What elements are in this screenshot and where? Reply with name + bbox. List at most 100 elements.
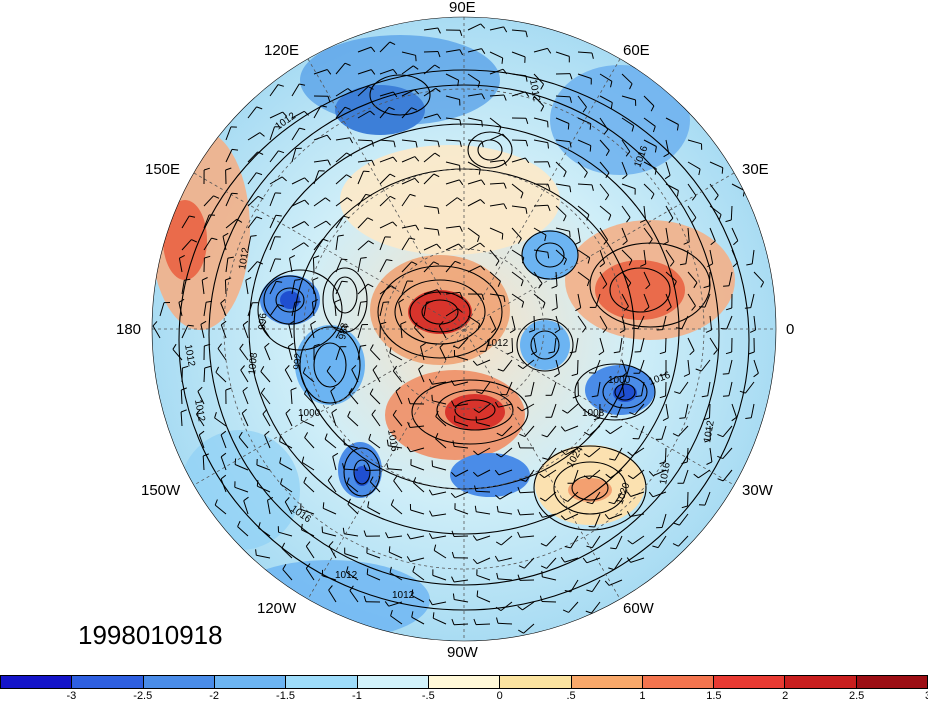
wind-barb-flag bbox=[564, 590, 571, 593]
wind-barb-flag bbox=[707, 263, 713, 268]
wind-barb bbox=[731, 249, 739, 264]
wind-barb-flag bbox=[733, 240, 739, 246]
wind-barb bbox=[401, 139, 416, 143]
wind-barb-flag bbox=[725, 219, 732, 223]
wind-barb bbox=[621, 183, 636, 190]
wind-barb-flag bbox=[407, 397, 411, 404]
wind-barb-flag bbox=[436, 289, 442, 295]
colorbar-tick-label: -2 bbox=[209, 690, 220, 702]
wind-barb-flag bbox=[280, 478, 283, 485]
wind-barb-flag bbox=[220, 298, 226, 304]
map-border bbox=[151, 16, 777, 642]
wind-barb bbox=[489, 293, 504, 297]
wind-barb-flag bbox=[626, 557, 632, 563]
colorbar-tick-label: -.5 bbox=[421, 690, 435, 702]
wind-barb bbox=[665, 161, 671, 176]
wind-barb-flag bbox=[303, 242, 309, 247]
wind-barb bbox=[708, 271, 711, 287]
wind-barb bbox=[313, 220, 327, 229]
wind-barb bbox=[709, 337, 718, 351]
wind-barb-flag bbox=[347, 410, 351, 417]
wind-barb-flag bbox=[481, 48, 486, 54]
wind-barb bbox=[621, 117, 634, 127]
wind-barb bbox=[506, 381, 513, 396]
wind-barb-flag bbox=[179, 254, 185, 259]
wind-barb bbox=[357, 194, 367, 207]
wind-barb-flag bbox=[459, 226, 463, 232]
wind-barb bbox=[599, 183, 610, 196]
wind-barb bbox=[665, 337, 667, 353]
wind-barb-flag bbox=[368, 86, 374, 90]
wind-barb-flag bbox=[367, 283, 374, 288]
wind-barb-flag bbox=[629, 411, 636, 416]
wind-barb-flag bbox=[681, 461, 688, 465]
wind-barb bbox=[423, 227, 438, 231]
wind-barb bbox=[687, 293, 696, 307]
wind-barb bbox=[369, 481, 381, 493]
wind-barb bbox=[544, 491, 557, 502]
wind-barb bbox=[577, 73, 592, 79]
wind-barb bbox=[489, 182, 505, 185]
contour-label: 1012 bbox=[527, 79, 542, 103]
wind-barb bbox=[546, 557, 557, 569]
wind-barb bbox=[291, 110, 305, 119]
wind-barb bbox=[379, 302, 384, 317]
wind-barb-flag bbox=[691, 195, 697, 201]
wind-barb-flag bbox=[457, 308, 463, 313]
wind-barb-flag bbox=[406, 446, 411, 453]
contour-label: 1012 bbox=[392, 590, 415, 601]
wind-barb bbox=[220, 478, 227, 493]
wind-barb-flag bbox=[563, 215, 567, 222]
wind-barb bbox=[328, 545, 337, 559]
colorbar-tick-label: -1.5 bbox=[276, 690, 296, 702]
wind-barb bbox=[731, 227, 739, 241]
wind-barb-flag bbox=[496, 505, 499, 512]
wind-barb-flag bbox=[200, 320, 207, 325]
wind-barb-flag bbox=[701, 395, 708, 398]
wind-barb-flag bbox=[301, 456, 305, 463]
wind-barb bbox=[555, 95, 571, 98]
wind-barb bbox=[542, 576, 557, 581]
wind-barb-flag bbox=[675, 327, 682, 330]
wind-barb bbox=[392, 370, 403, 383]
wind-barb-flag bbox=[267, 496, 274, 501]
wind-barb bbox=[401, 237, 410, 251]
wind-barb-flag bbox=[569, 96, 572, 103]
wind-barb bbox=[498, 511, 513, 515]
wind-barb-flag bbox=[328, 541, 334, 547]
colorbar-segment bbox=[214, 676, 287, 688]
wind-barb bbox=[366, 573, 381, 581]
wind-barb bbox=[392, 414, 403, 427]
wind-barb bbox=[304, 437, 315, 449]
wind-barb-flag bbox=[518, 629, 524, 634]
wind-barb bbox=[698, 469, 711, 479]
colorbar-segment bbox=[571, 676, 643, 688]
lon-label-30e: 30E bbox=[742, 161, 769, 178]
wind-barb bbox=[357, 324, 363, 339]
wind-barb bbox=[454, 355, 469, 361]
wind-barb-flag bbox=[325, 197, 331, 202]
wind-barb-flag bbox=[459, 119, 462, 126]
wind-barb bbox=[401, 156, 416, 163]
wind-barb bbox=[533, 315, 536, 331]
wind-barb-flag bbox=[473, 618, 477, 625]
wind-barb bbox=[379, 221, 393, 229]
wind-barb bbox=[564, 557, 579, 563]
wind-barb bbox=[181, 325, 189, 339]
wind-barb bbox=[638, 425, 645, 440]
wind-barb bbox=[366, 552, 381, 559]
wind-barb bbox=[599, 73, 613, 82]
wind-barb bbox=[544, 469, 557, 479]
wind-barb-flag bbox=[428, 378, 433, 385]
wind-barb bbox=[500, 535, 513, 546]
wind-barb bbox=[260, 371, 271, 383]
wind-barb-flag bbox=[299, 127, 306, 131]
wind-barb bbox=[686, 447, 689, 463]
wind-barb bbox=[420, 346, 425, 361]
wind-barb-flag bbox=[227, 256, 234, 259]
wind-barb bbox=[225, 126, 232, 141]
wind-barb-flag bbox=[302, 367, 306, 374]
wind-barb-flag bbox=[547, 205, 551, 212]
wind-barb-flag bbox=[542, 457, 549, 460]
wind-barb bbox=[445, 291, 460, 295]
